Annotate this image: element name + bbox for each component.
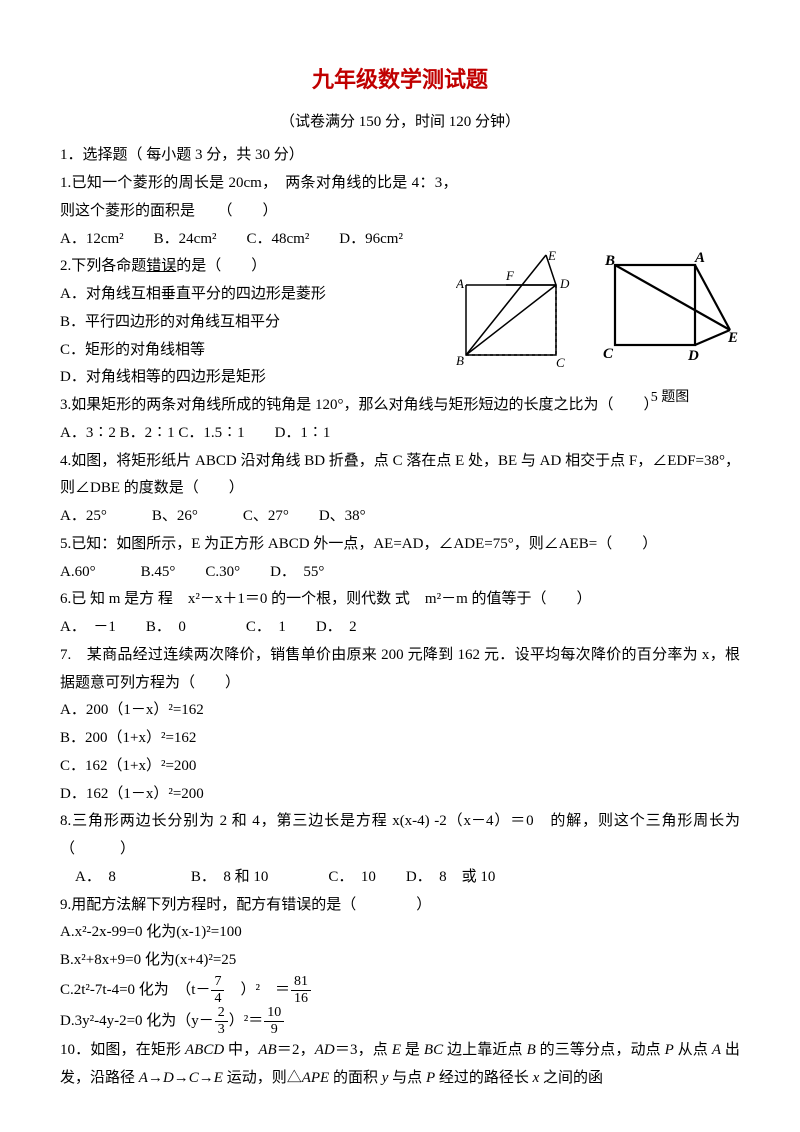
q2-intro: 2.下列各命题 <box>60 258 146 274</box>
fig5-label-A: A <box>694 250 705 266</box>
q9-opt-b: B.x²+8x+9=0 化为(x+4)²=25 <box>60 947 740 975</box>
q10-text: 10．如图，在矩形 ABCD 中，AB＝2，AD＝3，点 E 是 BC 边上靠近… <box>60 1037 740 1093</box>
q2-tail: 的是（ ） <box>176 258 266 274</box>
frac-c-num: 7 <box>211 975 224 991</box>
q7-text: 7. 某商品经过连续两次降价，销售单价由原来 200 元降到 162 元．设平均… <box>60 642 740 698</box>
main-title: 九年级数学测试题 <box>60 60 740 101</box>
q9d-mid: ）²＝ <box>229 1013 264 1029</box>
q5-options: A.60° B.45° C.30° D． 55° <box>60 559 740 587</box>
q6-options: A． －1 B． 0 C． 1 D． 2 <box>60 614 740 642</box>
section1-heading: 1．选择题（ 每小题 3 分，共 30 分） <box>60 142 740 170</box>
q2-underline: 错误 <box>146 258 176 274</box>
q7-opt-c: C．162（1+x）²=200 <box>60 753 740 781</box>
fig4-label-E: E <box>547 250 556 263</box>
q8-options: A． 8 B． 8 和 10 C． 10 D． 8 或 10 <box>60 864 740 892</box>
q8-text: 8.三角形两边长分别为 2 和 4，第三边长是方程 x(x-4) -2（x－4）… <box>60 808 740 864</box>
fig5-label-C: C <box>603 346 614 362</box>
q4-text: 4.如图，将矩形纸片 ABCD 沿对角线 BD 折叠，点 C 落在点 E 处，B… <box>60 448 740 504</box>
q9d-pre: D.3y²-4y-2=0 化为（y－ <box>60 1013 214 1029</box>
frac-d-den: 3 <box>215 1022 228 1037</box>
q7-opt-a: A．200（1－x）²=162 <box>60 697 740 725</box>
fig4-label-C: C <box>556 355 565 370</box>
fig4-label-F: F <box>505 268 515 283</box>
q9-opt-d: D.3y²-4y-2=0 化为（y－23）²＝109 <box>60 1006 740 1037</box>
q9c-pre: C.2t²-7t-4=0 化为 （t－ <box>60 982 210 998</box>
frac-d2-num: 10 <box>264 1006 284 1022</box>
q5-text: 5.已知：如图所示，E 为正方形 ABCD 外一点，AE=AD，∠ADE=75°… <box>60 531 740 559</box>
frac-c2-den: 16 <box>291 991 311 1006</box>
q3-options: A．3∶2 B．2∶1 C．1.5∶1 D．1∶1 <box>60 420 740 448</box>
q1-text: 1.已知一个菱形的周长是 20cm， 两条对角线的比是 4：3， 则这个菱形的面… <box>60 170 740 226</box>
fig4-label-A: A <box>456 276 464 291</box>
q9-text: 9.用配方法解下列方程时，配方有错误的是（ ） <box>60 892 740 920</box>
q6-text: 6.已 知 m 是方 程 x²－x＋1＝0 的一个根，则代数 式 m²－m 的值… <box>60 586 740 614</box>
fig5-caption: 5 题图 <box>600 385 740 411</box>
fig4-label-D: D <box>559 276 570 291</box>
q9c-mid: ）² ＝ <box>225 982 290 998</box>
fig5-label-D: D <box>687 348 699 364</box>
frac-d-num: 2 <box>215 1006 228 1022</box>
q7-opt-d: D．162（1－x）²=200 <box>60 781 740 809</box>
figure-q4: A F D B C E <box>456 250 586 381</box>
figure-q5: B A C D E 5 题图 <box>600 250 740 411</box>
q9-opt-c: C.2t²-7t-4=0 化为 （t－74 ）² ＝8116 <box>60 975 740 1006</box>
fig5-label-B: B <box>604 253 615 269</box>
frac-c-den: 4 <box>211 991 224 1006</box>
q9-opt-a: A.x²-2x-99=0 化为(x-1)²=100 <box>60 919 740 947</box>
frac-c2-num: 81 <box>291 975 311 991</box>
fig5-label-E: E <box>727 330 738 346</box>
q7-opt-b: B．200（1+x）²=162 <box>60 725 740 753</box>
q4-options: A．25° B、26° C、27° D、38° <box>60 503 740 531</box>
exam-subtitle: （试卷满分 150 分，时间 120 分钟） <box>60 109 740 137</box>
fig4-label-B: B <box>456 353 464 368</box>
figures-block: A F D B C E B <box>456 250 740 411</box>
frac-d2-den: 9 <box>264 1022 284 1037</box>
